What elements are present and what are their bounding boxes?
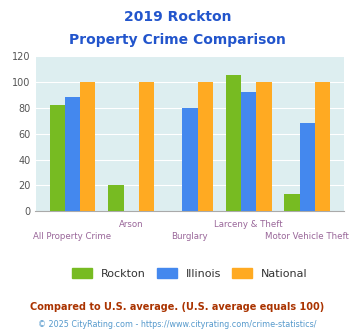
Text: © 2025 CityRating.com - https://www.cityrating.com/crime-statistics/: © 2025 CityRating.com - https://www.city… <box>38 320 317 329</box>
Bar <box>226 76 241 211</box>
Bar <box>65 97 80 211</box>
Text: Compared to U.S. average. (U.S. average equals 100): Compared to U.S. average. (U.S. average … <box>31 302 324 312</box>
Text: Larceny & Theft: Larceny & Theft <box>214 220 283 229</box>
Bar <box>256 82 272 211</box>
Text: 2019 Rockton: 2019 Rockton <box>124 10 231 24</box>
Bar <box>315 82 330 211</box>
Text: Motor Vehicle Theft: Motor Vehicle Theft <box>266 232 349 241</box>
Bar <box>50 105 65 211</box>
Text: Property Crime Comparison: Property Crime Comparison <box>69 33 286 47</box>
Bar <box>108 185 124 211</box>
Text: Arson: Arson <box>119 220 143 229</box>
Bar <box>300 123 315 211</box>
Legend: Rockton, Illinois, National: Rockton, Illinois, National <box>67 264 312 283</box>
Bar <box>182 108 198 211</box>
Bar <box>139 82 154 211</box>
Text: Burglary: Burglary <box>171 232 208 241</box>
Bar <box>198 82 213 211</box>
Bar <box>241 92 256 211</box>
Bar <box>284 194 300 211</box>
Bar <box>80 82 95 211</box>
Text: All Property Crime: All Property Crime <box>33 232 111 241</box>
